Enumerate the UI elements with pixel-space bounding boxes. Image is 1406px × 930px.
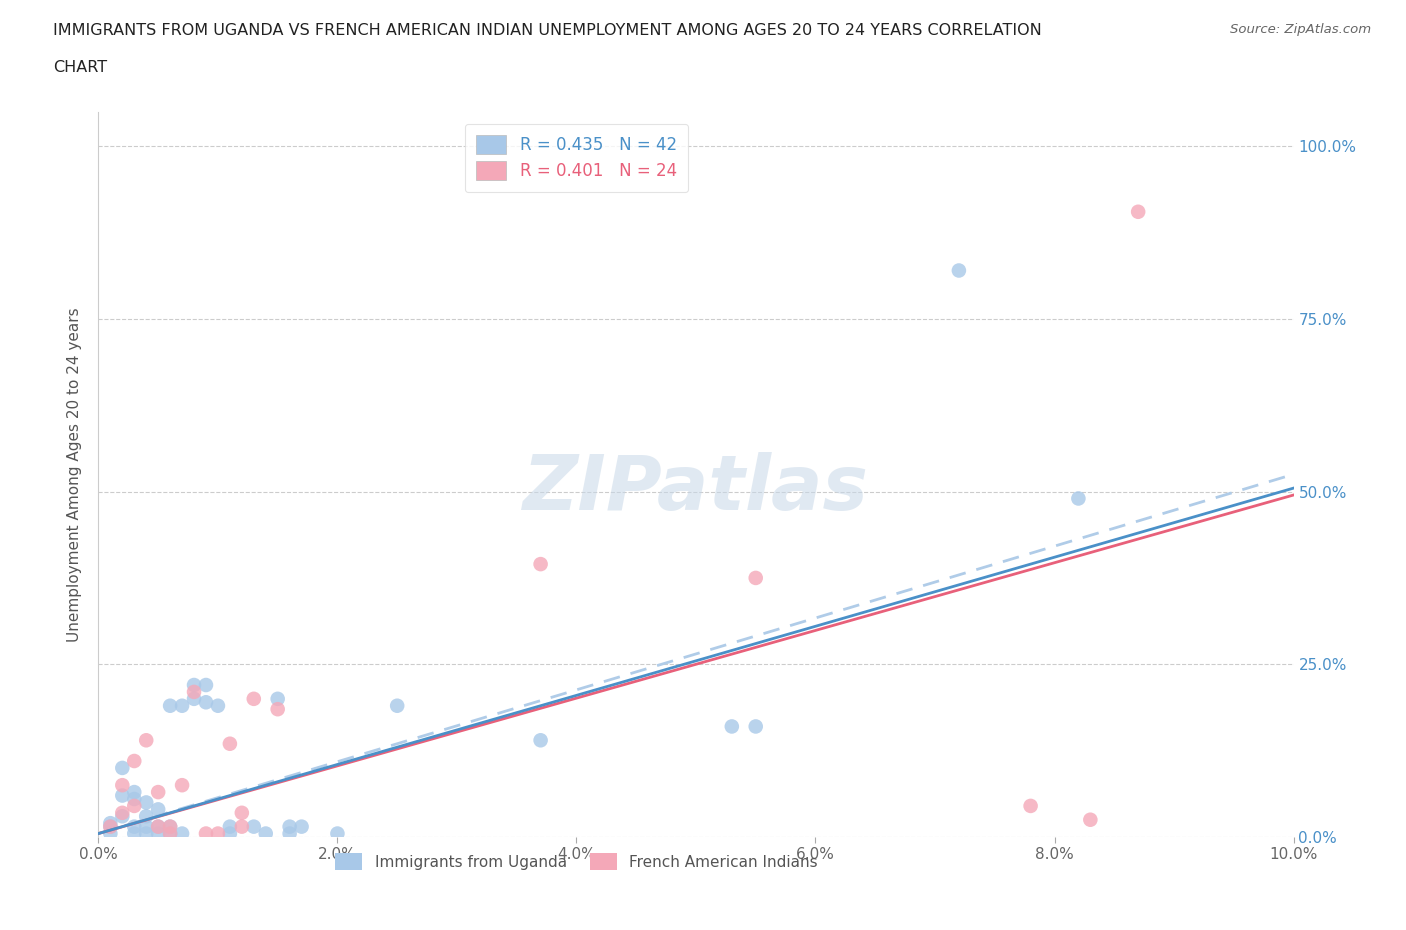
Point [172,777,194,792]
Point [135,733,157,748]
Point [948,263,970,278]
Point [219,737,242,751]
Point [148,826,170,841]
Point [124,826,146,841]
Point [111,805,134,820]
Point [172,826,194,841]
Point [135,795,157,810]
Point [159,698,181,713]
Point [111,788,134,803]
Point [159,826,181,841]
Y-axis label: Unemployment Among Ages 20 to 24 years: Unemployment Among Ages 20 to 24 years [67,307,83,642]
Point [135,809,157,824]
Point [530,733,553,748]
Point [148,785,170,800]
Point [135,826,157,841]
Point [219,826,242,841]
Point [159,819,181,834]
Point [1128,205,1150,219]
Point [159,826,181,841]
Point [124,799,146,814]
Point [207,826,229,841]
Point [183,678,205,693]
Point [124,791,146,806]
Point [159,819,181,834]
Point [183,691,205,706]
Point [385,698,409,713]
Point [148,819,170,834]
Point [183,684,205,699]
Text: CHART: CHART [53,60,107,75]
Point [1067,491,1090,506]
Point [721,719,744,734]
Legend: Immigrants from Uganda, French American Indians: Immigrants from Uganda, French American … [329,846,824,876]
Point [124,819,146,834]
Point [98,826,122,841]
Point [195,695,218,710]
Point [172,698,194,713]
Point [111,809,134,824]
Text: ZIPatlas: ZIPatlas [523,452,869,525]
Point [267,691,290,706]
Point [1019,799,1042,814]
Point [148,802,170,817]
Point [231,819,253,834]
Point [195,826,218,841]
Point [278,819,301,834]
Point [98,819,122,834]
Point [148,819,170,834]
Point [124,753,146,768]
Point [231,805,253,820]
Point [291,819,314,834]
Point [111,777,134,792]
Point [207,698,229,713]
Point [326,826,349,841]
Point [111,761,134,776]
Point [745,719,768,734]
Point [243,691,266,706]
Text: IMMIGRANTS FROM UGANDA VS FRENCH AMERICAN INDIAN UNEMPLOYMENT AMONG AGES 20 TO 2: IMMIGRANTS FROM UGANDA VS FRENCH AMERICA… [53,23,1042,38]
Point [254,826,277,841]
Point [267,702,290,717]
Point [530,557,553,572]
Text: Source: ZipAtlas.com: Source: ZipAtlas.com [1230,23,1371,36]
Point [135,819,157,834]
Point [745,570,768,585]
Point [1080,812,1102,827]
Point [195,678,218,693]
Point [98,819,122,834]
Point [98,816,122,830]
Point [278,826,301,841]
Point [124,785,146,800]
Point [219,819,242,834]
Point [243,819,266,834]
